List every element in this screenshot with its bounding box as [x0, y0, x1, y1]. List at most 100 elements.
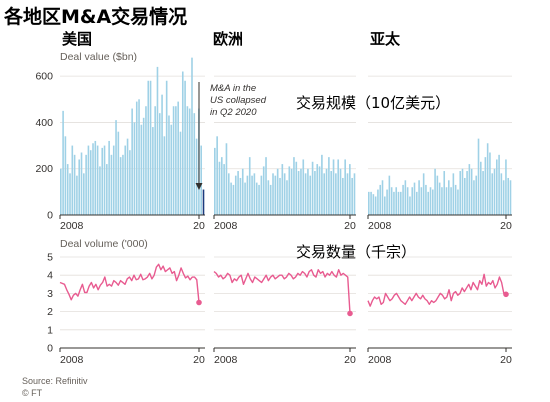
value-y-tick-label: 400	[35, 117, 53, 129]
value-bar-us	[87, 145, 90, 215]
value-bar-europe	[309, 175, 312, 215]
value-bar-europe	[300, 168, 302, 215]
value-bar-europe	[321, 154, 323, 215]
value-bar-apac	[432, 189, 434, 215]
value-bar-us	[83, 173, 85, 215]
value-bar-europe	[234, 175, 237, 215]
value-bar-europe	[239, 177, 242, 215]
volume-y-tick-label: 2	[47, 306, 53, 318]
volume-x-tick-label-apac: 20	[500, 354, 512, 366]
value-bar-apac	[370, 191, 372, 215]
value-bar-apac	[441, 187, 443, 215]
value-bar-europe	[253, 173, 256, 215]
value-bar-apac	[434, 168, 436, 215]
value-bar-europe	[346, 173, 349, 215]
value-bar-us	[181, 71, 184, 215]
value-bar-us	[179, 131, 182, 215]
value-bar-apac	[450, 187, 452, 215]
value-bar-us	[188, 108, 191, 215]
value-bar-apac	[438, 182, 441, 215]
volume-y-tick-label: 5	[47, 252, 53, 264]
value-bar-apac	[397, 191, 400, 215]
volume-last-point-apac	[503, 291, 509, 298]
volume-line-europe	[213, 269, 351, 314]
value-bar-us	[129, 150, 131, 215]
value-bar-europe	[232, 184, 235, 215]
value-bar-europe	[297, 171, 300, 215]
annotation-line-2: US collapsed	[210, 95, 266, 106]
value-bar-us	[186, 106, 189, 215]
y-axis-label-value: Deal value ($bn)	[60, 51, 138, 63]
chart-title: 各地区M&A交易情况	[4, 6, 188, 28]
value-bar-apac	[470, 168, 473, 215]
value-bar-us	[122, 154, 124, 215]
value-bar-europe	[335, 173, 337, 215]
volume-line-us	[59, 263, 200, 303]
value-bar-apac	[384, 196, 386, 215]
volume-last-point-europe	[347, 310, 353, 317]
value-bar-europe	[258, 184, 260, 215]
value-bar-europe	[220, 157, 223, 215]
value-bar-apac	[498, 154, 500, 215]
value-bar-us	[172, 106, 175, 215]
value-bar-apac	[475, 175, 478, 215]
value-bar-apac	[505, 159, 507, 215]
value-bar-apac	[500, 173, 503, 215]
value-bar-europe	[225, 143, 228, 215]
value-bar-europe	[342, 177, 344, 215]
value-bar-apac	[418, 180, 420, 215]
value-bar-apac	[379, 184, 382, 215]
value-bar-apac	[416, 191, 418, 215]
value-bar-us	[163, 136, 166, 215]
value-bar-us	[124, 145, 127, 215]
value-bar-us	[149, 80, 152, 216]
value-bar-europe	[351, 177, 353, 215]
volume-x-tick-label-us: 2008	[60, 354, 84, 366]
value-bar-us	[168, 115, 170, 215]
value-bar-apac	[445, 187, 448, 215]
value-bar-us	[108, 140, 110, 215]
value-bar-us	[145, 106, 147, 215]
y-axis-label-volume: Deal volume ('000)	[60, 238, 148, 250]
value-bar-apac	[393, 191, 395, 215]
value-bar-europe	[337, 159, 340, 215]
value-bar-apac	[372, 194, 375, 215]
volume-x-tick-label-us: 20	[193, 354, 205, 366]
value-bar-apac	[482, 171, 484, 215]
value-bar-apac	[422, 173, 425, 215]
value-bar-europe	[318, 166, 321, 215]
value-bar-apac	[448, 180, 450, 215]
value-bar-apac	[420, 187, 423, 215]
value-bar-us	[80, 152, 83, 215]
value-bar-us	[112, 145, 115, 215]
value-bar-apac	[454, 184, 457, 215]
value-y-tick-label: 200	[35, 163, 53, 175]
value-bar-europe	[241, 168, 244, 215]
value-bar-apac	[388, 175, 391, 215]
annotation-line-3: in Q2 2020	[210, 107, 257, 118]
value-bar-europe	[295, 161, 298, 215]
value-bar-us	[64, 136, 67, 215]
value-bar-apac	[374, 196, 377, 215]
value-bar-apac	[368, 191, 370, 215]
value-bar-europe	[279, 177, 281, 215]
value-bar-apac	[409, 196, 411, 215]
value-bar-apac	[377, 189, 379, 215]
value-bar-us	[154, 106, 156, 215]
value-x-tick-label-us: 2008	[60, 220, 84, 232]
value-bar-apac	[484, 157, 487, 215]
value-bar-us	[115, 120, 117, 215]
value-bar-us	[147, 80, 150, 216]
annotation-text: M&A in the US collapsed in Q2 2020	[210, 83, 266, 119]
value-bar-us	[66, 164, 69, 215]
value-bar-apac	[390, 187, 393, 215]
value-bar-europe	[272, 173, 274, 215]
value-bar-europe	[332, 159, 335, 215]
value-bar-apac	[480, 161, 482, 215]
value-bar-europe	[307, 168, 309, 215]
region-label-us: 美国	[62, 30, 93, 48]
value-bar-us	[60, 168, 62, 215]
value-bar-us	[117, 131, 120, 215]
value-bar-apac	[402, 184, 404, 215]
